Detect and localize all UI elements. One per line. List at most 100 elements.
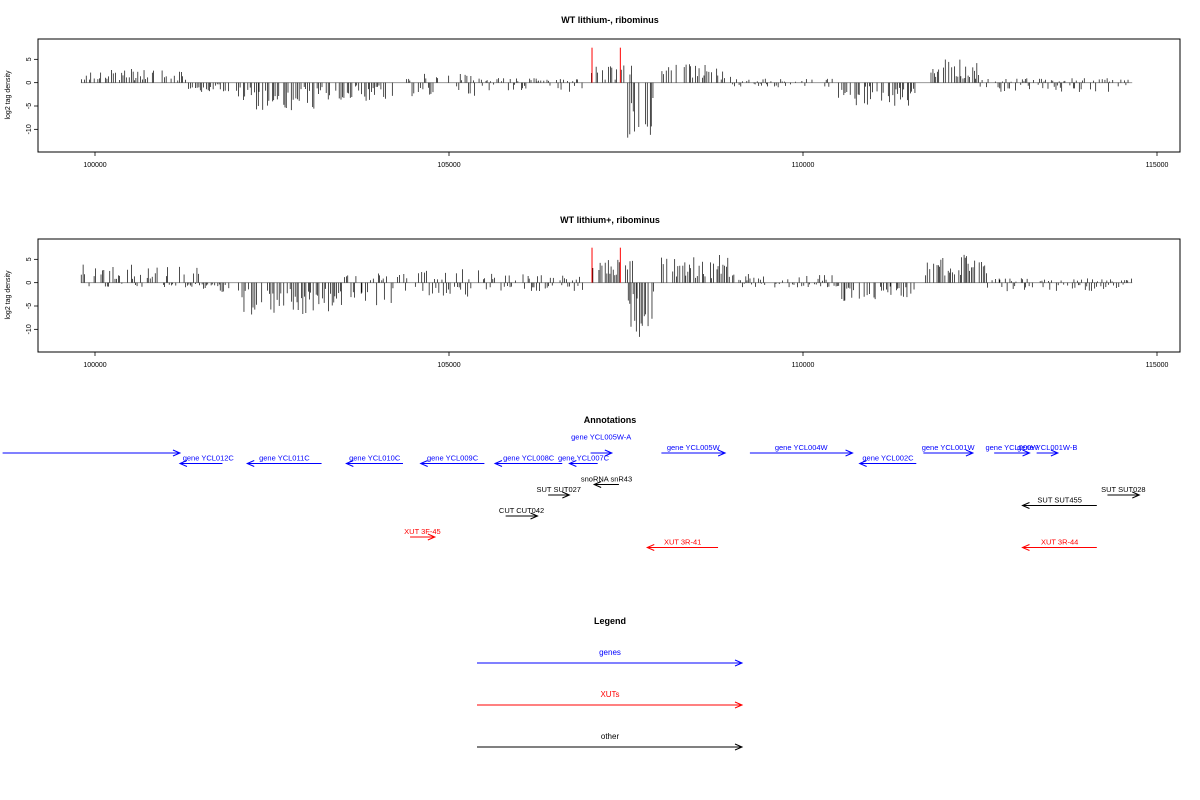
legend-arrow-head <box>734 743 744 751</box>
annotation-label: SUT SUT455 <box>1037 496 1081 505</box>
plot-frame <box>37 38 1181 153</box>
annotation-feature: CUT CUT042 <box>499 506 544 520</box>
annotation-arrow-head <box>530 512 539 520</box>
annotation-arrow-head <box>717 449 727 457</box>
panel-title: WT lithium-, ribominus <box>561 15 659 25</box>
annotation-feature: snoRNA snR43 <box>581 475 632 488</box>
annotation-label: gene YCL011C <box>259 454 310 463</box>
x-tick-label: 100000 <box>83 162 106 169</box>
annotation-feature: SUT SUT028 <box>1101 485 1146 499</box>
annotation-arrow-head <box>1050 449 1060 457</box>
x-tick-label: 105000 <box>437 162 460 169</box>
annotation-arrow-head <box>1021 544 1030 551</box>
annotation-label: SUT SUT027 <box>537 485 581 494</box>
annotation-arrow-head <box>427 533 437 541</box>
annotation-arrow-head <box>568 460 577 467</box>
annotation-arrow-head <box>345 460 354 467</box>
annotation-arrow-head <box>858 460 867 467</box>
annotation-feature: gene YCL012C <box>2 449 235 463</box>
legend-label: XUTs <box>600 690 619 699</box>
x-tick-label: 110000 <box>792 162 815 169</box>
legend-item-gene: genes <box>477 648 744 667</box>
annotation-label: gene YCL001W <box>922 443 976 452</box>
annotation-track: Annotations gene YCL012C gene YCL011C gene… <box>2 415 1146 551</box>
annotation-arrow-head <box>1132 491 1141 499</box>
annotation-feature: gene YCL001W <box>922 443 976 457</box>
y-tick-label: 0 <box>26 281 33 285</box>
annotation-arrow-head <box>965 449 975 457</box>
annotation-label: gene YCL012C <box>183 454 235 463</box>
y-tick-label: 5 <box>26 257 33 261</box>
y-tick-label: 0 <box>26 81 33 85</box>
annotation-label: snoRNA snR43 <box>581 475 632 484</box>
annotation-feature: gene YCL009C <box>419 454 485 467</box>
annotation-label: SUT SUT028 <box>1101 485 1145 494</box>
annotation-arrow-head <box>604 449 614 457</box>
annotation-feature: XUT 3R-44 <box>1021 538 1097 551</box>
annotation-feature <box>178 460 223 467</box>
annotation-feature: gene YCL004W <box>749 443 854 457</box>
y-tick-label: -10 <box>26 124 33 134</box>
annotation-arrow-head <box>493 460 503 467</box>
annotation-label: CUT CUT042 <box>499 506 544 515</box>
legend-arrow-head <box>734 659 744 667</box>
annotation-arrow-head <box>592 481 602 488</box>
x-tick-label: 105000 <box>437 362 460 369</box>
y-axis-label: log2 tag density <box>5 270 12 320</box>
x-tick-label: 115000 <box>1146 362 1169 369</box>
annotation-feature: gene YCL000W <box>985 443 1039 457</box>
data-bars <box>80 247 1132 337</box>
y-tick-label: -5 <box>26 303 33 309</box>
annotation-label: gene YCL002C <box>862 454 914 463</box>
annotation-label: XUT 3R-41 <box>664 538 701 547</box>
panel-title: WT lithium+, ribominus <box>560 215 660 225</box>
annotation-feature: SUT SUT027 <box>537 485 581 499</box>
track-panel-lithium-minus: WT lithium-, ribominus log2 tag density … <box>5 15 1181 169</box>
annotation-label: gene YCL010C <box>349 454 401 463</box>
annotation-arrow-head <box>419 460 428 467</box>
annotation-feature: gene YCL005W <box>661 443 727 457</box>
x-tick-label: 110000 <box>792 362 815 369</box>
track-panel-lithium-plus: WT lithium+, ribominus log2 tag density … <box>5 215 1181 369</box>
annotation-label: gene YCL001W-B <box>1017 443 1077 452</box>
plot-frame <box>37 238 1181 353</box>
legend: Legend genes XUTs other <box>477 616 744 751</box>
annotation-feature: gene YCL005W-A <box>571 433 631 457</box>
annotation-label: gene YCL005W <box>667 443 721 452</box>
annotation-arrow-head <box>562 491 571 499</box>
annotation-label: gene YCL000W <box>985 443 1039 452</box>
y-tick-label: 5 <box>26 57 33 61</box>
annotation-label: gene YCL008C <box>503 454 555 463</box>
annotation-feature: gene YCL011C <box>245 454 322 467</box>
annotation-arrow-head <box>645 544 655 551</box>
annotation-label: gene YCL005W-A <box>571 433 631 442</box>
legend-arrow-head <box>734 701 744 709</box>
annotation-arrow-head <box>845 449 854 457</box>
y-tick-label: -5 <box>26 103 33 109</box>
annotations-title: Annotations <box>584 415 637 425</box>
annotation-label: gene YCL007C <box>558 454 610 463</box>
y-axis-label: log2 tag density <box>5 70 12 120</box>
annotation-arrow-head <box>1022 449 1031 457</box>
annotation-feature: gene YCL008C <box>493 454 563 467</box>
annotation-arrow-head <box>245 460 255 467</box>
annotation-feature: SUT SUT455 <box>1021 496 1097 509</box>
legend-title: Legend <box>594 616 626 626</box>
legend-label: genes <box>599 648 621 657</box>
annotation-arrow-head <box>178 460 188 467</box>
data-bars <box>81 47 1129 138</box>
y-tick-label: -10 <box>26 324 33 334</box>
x-tick-label: 100000 <box>83 362 106 369</box>
annotation-feature: gene YCL002C <box>858 454 917 467</box>
annotation-label: XUT 3R-44 <box>1041 538 1078 547</box>
annotation-label: gene YCL009C <box>427 454 479 463</box>
legend-item-xut: XUTs <box>477 690 744 709</box>
annotation-feature: gene YCL007C <box>558 454 610 467</box>
annotation-feature: gene YCL001W-B <box>1017 443 1077 457</box>
annotation-feature: XUT 3F-45 <box>404 527 441 541</box>
annotation-feature: gene YCL010C <box>345 454 403 467</box>
annotation-arrow-head <box>172 449 182 457</box>
legend-item-other: other <box>477 732 744 751</box>
annotation-arrow-head <box>1021 502 1030 509</box>
